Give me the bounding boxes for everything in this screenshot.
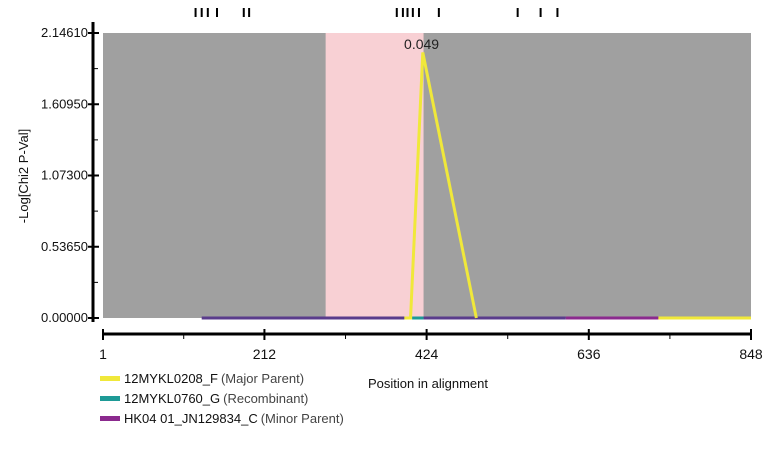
legend-series-role: (Major Parent) xyxy=(220,370,305,386)
legend-item-recombinant: 12MYKL0760_G (Recombinant) xyxy=(100,388,344,408)
peak-annotation: 0.049 xyxy=(404,36,439,52)
legend-swatch xyxy=(100,395,120,401)
site-marks xyxy=(194,8,559,17)
legend-series-name: HK04 01_JN129834_C xyxy=(124,410,258,426)
x-axis-title: Position in alignment xyxy=(368,376,488,391)
y-tick-label: 1.60950 xyxy=(41,96,88,111)
legend-swatch xyxy=(100,375,120,381)
y-tick-label: 0.00000 xyxy=(41,310,88,325)
legend-swatch xyxy=(100,415,120,421)
y-axis: 0.00000 0.53650 1.07300 1.60950 2.14610 xyxy=(41,22,99,325)
x-tick-label: 1 xyxy=(99,346,107,362)
legend-item-minor-parent: HK04 01_JN129834_C (Minor Parent) xyxy=(100,408,344,428)
y-tick-label: 1.07300 xyxy=(41,168,88,183)
legend: 12MYKL0208_F (Major Parent) 12MYKL0760_G… xyxy=(100,368,344,428)
legend-series-role: (Minor Parent) xyxy=(260,410,344,426)
x-tick-label: 424 xyxy=(415,346,439,362)
series-lines xyxy=(404,52,478,320)
legend-series-name: 12MYKL0208_F xyxy=(124,370,218,386)
x-tick-label: 636 xyxy=(577,346,601,362)
legend-item-major-parent: 12MYKL0208_F (Major Parent) xyxy=(100,368,344,388)
legend-series-name: 12MYKL0760_G xyxy=(124,390,221,406)
recombination-region xyxy=(325,33,424,318)
legend-series-role: (Recombinant) xyxy=(223,390,309,406)
y-axis-title: -Log[Chi2 P-Val] xyxy=(16,129,31,223)
x-axis: 1 212 424 636 848 xyxy=(99,329,763,362)
y-tick-label: 0.53650 xyxy=(41,239,88,254)
x-tick-label: 848 xyxy=(739,346,763,362)
x-tick-label: 212 xyxy=(253,346,277,362)
series-line xyxy=(404,52,478,320)
y-tick-label: 2.14610 xyxy=(41,25,88,40)
